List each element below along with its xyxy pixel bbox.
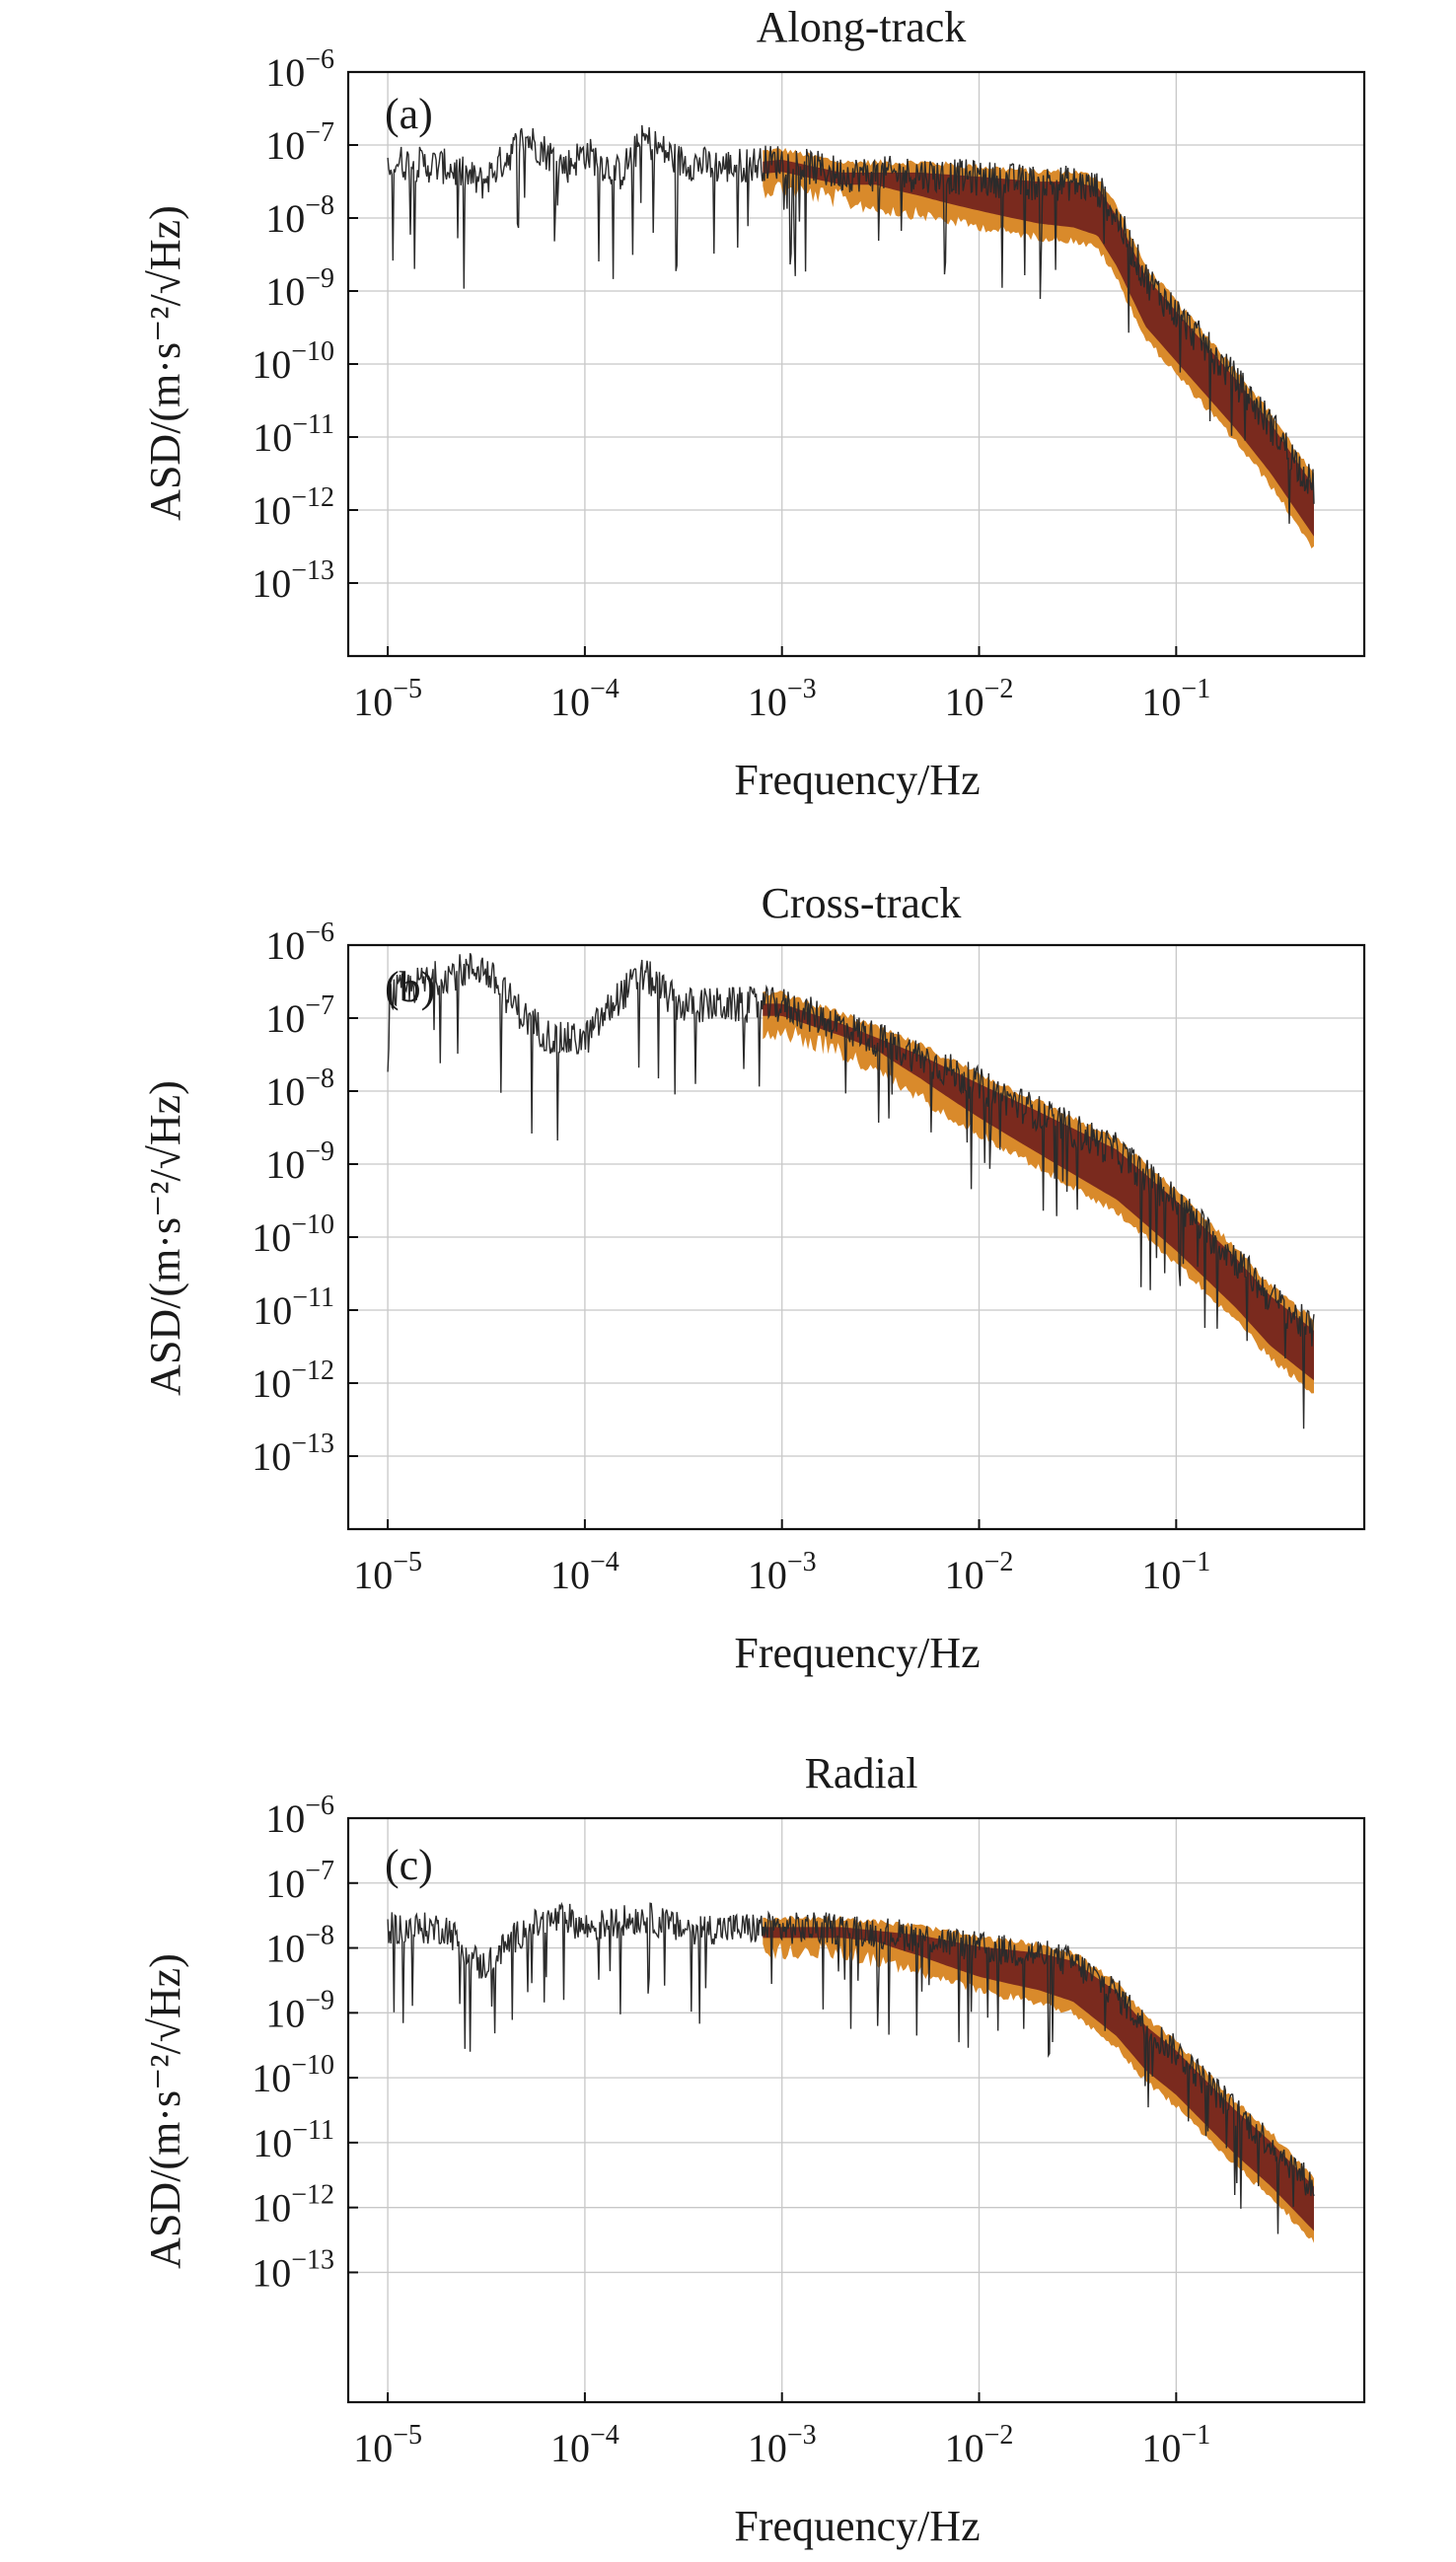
noise-band-core [763, 160, 1314, 537]
x-tick-label: 10−1 [1141, 2420, 1210, 2470]
x-tick-label: 10−5 [353, 1547, 422, 1597]
y-tick-label: 10−8 [265, 1921, 334, 1971]
panel-b-series [387, 953, 1315, 1429]
y-tick-label: 10−12 [252, 1355, 334, 1406]
x-tick-label: 10−3 [748, 2420, 817, 2470]
y-tick-label: 10−10 [252, 1209, 334, 1260]
x-tick-label: 10−2 [945, 2420, 1014, 2470]
x-tick-label: 10−4 [550, 1547, 619, 1597]
y-tick-label: 10−8 [265, 190, 334, 241]
x-tick-label: 10−1 [1141, 1547, 1210, 1597]
panel-c: Radial 10−5 10−4 10−3 10−2 10−110−610−710−81… [141, 1749, 1366, 2550]
y-tick-label: 10−6 [265, 44, 334, 95]
panel-a-title: Along-track [757, 3, 967, 51]
x-tick-label: 10−2 [945, 674, 1014, 724]
y-tick-label: 10−13 [252, 2244, 334, 2295]
y-tick-label: 10−9 [265, 1136, 334, 1187]
panel-c-frame [346, 1816, 1366, 2404]
spectrum-line [387, 953, 1315, 1429]
y-tick-label: 10−11 [253, 1282, 334, 1333]
y-tick-label: 10−11 [253, 409, 334, 460]
y-tick-label: 10−9 [265, 263, 334, 314]
panel-c-y-axis-label: ASD/(m·s⁻²/√Hz) [141, 1953, 189, 2269]
y-tick-label: 10−6 [265, 917, 334, 968]
spectrum-line [387, 1901, 1315, 2234]
panel-b: Cross-track 10−5 10−4 10−3 10−2 10−1 10−6 10−7… [141, 879, 1366, 1677]
x-tick-label: 10−5 [353, 674, 422, 724]
y-tick-label: 10−10 [252, 2050, 334, 2100]
panel-a-series [387, 124, 1315, 524]
y-tick-label: 10−9 [265, 1985, 334, 2035]
y-tick-label: 10−7 [265, 990, 334, 1041]
x-tick-label: 10−4 [550, 674, 619, 724]
x-tick-label: 10−2 [945, 1547, 1014, 1597]
y-tick-label: 10−11 [253, 2115, 334, 2165]
y-tick-label: 10−10 [252, 336, 334, 387]
panel-a-noise-band [763, 147, 1314, 549]
panel-b-grid [348, 945, 1364, 1529]
panel-a-label: (a) [385, 90, 433, 138]
panel-a-ticks: 10−5 10−4 10−3 10−2 10−1 10−6 10−7 10−8 10−9 10−1… [252, 44, 1210, 724]
spectrum-line [387, 124, 1315, 524]
panel-c-label: (c) [385, 1841, 433, 1889]
y-tick-label: 10−12 [252, 2180, 334, 2231]
y-tick-label: 10−7 [265, 117, 334, 168]
panel-b-y-axis-label: ASD/(m·s⁻²/√Hz) [141, 1080, 189, 1396]
y-tick-label: 10−8 [265, 1063, 334, 1114]
x-tick-label: 10−5 [353, 2420, 422, 2470]
y-tick-label: 10−6 [265, 1791, 334, 1841]
y-tick-label: 10−12 [252, 482, 334, 533]
panel-c-x-axis-label: Frequency/Hz [734, 2502, 980, 2550]
panel-b-title: Cross-track [762, 879, 962, 927]
panel-a: Along-track 10−5 10−4 10−3 10−2 10−1 10−6 10−7… [141, 3, 1366, 804]
panel-a-y-axis-label: ASD/(m·s⁻²/√Hz) [141, 205, 189, 521]
y-tick-label: 10−13 [252, 555, 334, 606]
x-tick-label: 10−3 [748, 1547, 817, 1597]
panel-b-x-axis-label: Frequency/Hz [734, 1629, 980, 1677]
panel-b-label: (b) [385, 963, 435, 1011]
x-tick-label: 10−1 [1141, 674, 1210, 724]
panel-b-ticks: 10−5 10−4 10−3 10−2 10−1 10−6 10−7 10−8 10−9 10−1… [252, 917, 1210, 1597]
x-tick-label: 10−4 [550, 2420, 619, 2470]
panel-c-series [387, 1901, 1315, 2234]
y-tick-label: 10−13 [252, 1428, 334, 1479]
y-tick-label: 10−7 [265, 1856, 334, 1906]
panel-a-x-axis-label: Frequency/Hz [734, 756, 980, 804]
panel-c-title: Radial [805, 1749, 918, 1797]
x-tick-label: 10−3 [748, 674, 817, 724]
panel-c-ticks: 10−5 10−4 10−3 10−2 10−1 10−6 10−7 10−8 10−9 10−1… [252, 1791, 1210, 2470]
